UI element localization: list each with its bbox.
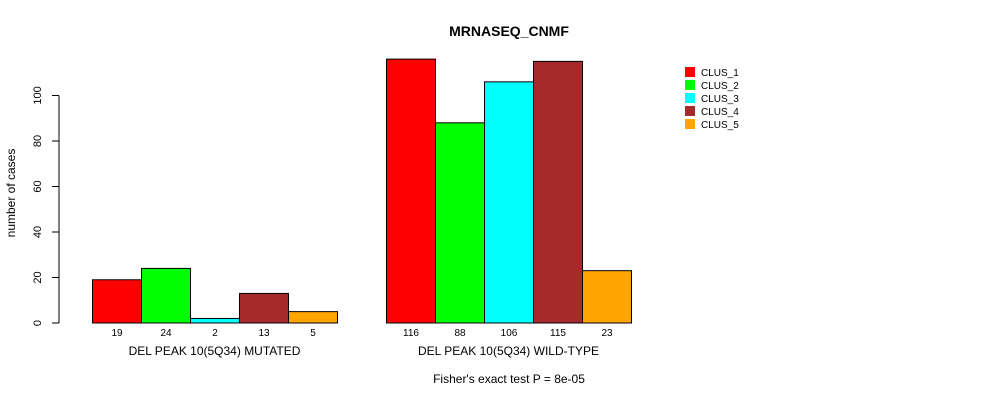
legend-swatch xyxy=(685,93,695,103)
y-tick-label: 40 xyxy=(32,226,44,238)
group-label: DEL PEAK 10(5Q34) MUTATED xyxy=(129,344,301,358)
bar-count-label: 19 xyxy=(111,328,123,339)
y-tick-label: 60 xyxy=(32,180,44,192)
y-tick-label: 20 xyxy=(32,271,44,283)
legend-label: CLUS_1 xyxy=(701,68,739,79)
legend-swatch xyxy=(685,80,695,90)
bar xyxy=(533,60,583,324)
legend-label: CLUS_3 xyxy=(701,94,739,105)
y-axis: 0 20 40 60 80 100 xyxy=(32,86,60,326)
chart-title: MRNASEQ_CNMF xyxy=(449,23,569,39)
bar xyxy=(239,292,289,324)
legend-swatch xyxy=(685,67,695,77)
group-label: DEL PEAK 10(5Q34) WILD-TYPE xyxy=(418,344,599,358)
bar xyxy=(288,311,338,324)
bar xyxy=(484,81,534,324)
legend-swatch xyxy=(685,106,695,116)
bar-count-label: 5 xyxy=(310,328,316,339)
legend-label: CLUS_4 xyxy=(701,107,739,118)
group-labels: DEL PEAK 10(5Q34) MUTATED DEL PEAK 10(5Q3… xyxy=(129,344,599,358)
bar xyxy=(190,317,240,324)
y-tick-label: 80 xyxy=(32,135,44,147)
bar-count-label: 23 xyxy=(601,328,613,339)
legend-label: CLUS_2 xyxy=(701,81,739,92)
legend-swatch xyxy=(685,119,695,129)
bar-count-label: 24 xyxy=(160,328,172,339)
bar xyxy=(582,270,632,324)
bar-count-label: 106 xyxy=(501,328,518,339)
bar xyxy=(141,267,191,324)
legend-label: CLUS_5 xyxy=(701,120,739,131)
footnote: Fisher's exact test P = 8e-05 xyxy=(433,372,585,386)
bar xyxy=(386,58,436,324)
y-tick-label: 0 xyxy=(32,320,44,326)
y-axis-label: number of cases xyxy=(4,149,18,238)
bar-count-label: 115 xyxy=(550,328,566,339)
bar-count-label: 116 xyxy=(403,328,419,339)
bar-count-label: 13 xyxy=(258,328,270,339)
bar xyxy=(435,122,485,324)
bars-layer: 19 24 2 13 5 116 88 106 115 23 xyxy=(92,58,632,339)
bar-count-label: 88 xyxy=(454,328,466,339)
bar-count-label: 2 xyxy=(212,328,218,339)
legend: CLUS_1 CLUS_2 CLUS_3 CLUS_4 CLUS_5 xyxy=(685,67,739,131)
y-tick-label: 100 xyxy=(32,86,44,104)
bar xyxy=(92,279,142,324)
